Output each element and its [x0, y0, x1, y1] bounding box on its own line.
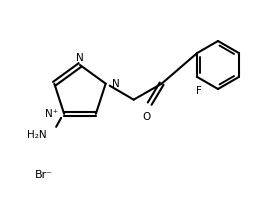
- Text: Br⁻: Br⁻: [35, 170, 53, 180]
- Text: O: O: [143, 112, 151, 122]
- Text: N: N: [112, 79, 119, 89]
- Text: F: F: [196, 86, 202, 96]
- Text: H₂N: H₂N: [27, 130, 46, 140]
- Text: N: N: [76, 53, 84, 63]
- Text: N⁺: N⁺: [45, 109, 58, 119]
